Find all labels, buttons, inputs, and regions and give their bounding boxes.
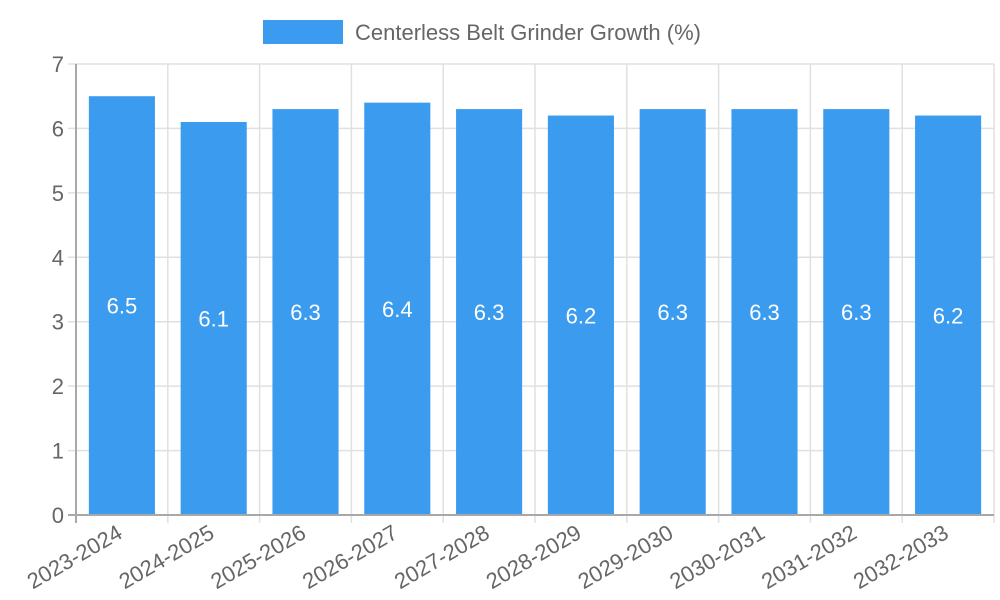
y-tick-label: 4 [52,245,64,270]
y-tick-label: 3 [52,310,64,335]
x-tick-label: 2030-2031 [665,520,769,594]
bar-group[interactable]: 6.3 [731,109,798,515]
x-tick-label: 2031-2032 [757,520,861,594]
bar-value-label: 6.3 [657,300,688,325]
bar-value-label: 6.2 [566,303,597,328]
bar-group[interactable]: 6.1 [180,121,247,515]
x-axis-ticks: 2023-20242024-20252025-20262026-20272027… [23,520,953,594]
x-tick-label: 2028-2029 [482,520,586,594]
bar[interactable] [364,102,431,516]
bar-value-label: 6.3 [749,300,780,325]
bar[interactable] [823,109,890,515]
bar[interactable] [456,109,523,515]
bar-group[interactable]: 6.2 [915,115,982,516]
bar-value-label: 6.3 [290,300,321,325]
x-tick-label: 2024-2025 [115,520,219,594]
legend[interactable]: Centerless Belt Grinder Growth (%) [263,20,701,45]
bar-value-label: 6.3 [474,300,505,325]
x-tick-label: 2027-2028 [390,520,494,594]
y-tick-label: 7 [52,52,64,77]
y-tick-label: 2 [52,374,64,399]
bar-value-label: 6.3 [841,300,872,325]
y-tick-label: 5 [52,181,64,206]
bar-value-label: 6.5 [107,294,138,319]
bar-group[interactable]: 6.3 [823,109,890,515]
bar[interactable] [272,109,339,515]
bar-value-label: 6.4 [382,297,413,322]
bar-group[interactable]: 6.2 [547,115,614,516]
bar-value-label: 6.2 [933,303,964,328]
bars: 6.5 6.1 6.3 6.4 6.3 6.2 6.3 6.3 6.3 6.2 [88,96,982,516]
x-tick-label: 2029-2030 [574,520,678,594]
axes [68,64,994,523]
x-tick-label: 2032-2033 [849,520,953,594]
bar-group[interactable]: 6.3 [272,109,339,515]
x-tick-label: 2023-2024 [23,520,127,594]
bar[interactable] [639,109,706,515]
bar[interactable] [180,121,247,515]
bar-value-label: 6.1 [198,306,229,331]
y-tick-label: 6 [52,116,64,141]
y-tick-label: 0 [52,503,64,528]
y-tick-label: 1 [52,439,64,464]
bar-group[interactable]: 6.3 [456,109,523,515]
legend-label: Centerless Belt Grinder Growth (%) [355,20,701,45]
y-axis-ticks: 0 1 2 3 4 5 6 7 [52,52,64,528]
bar[interactable] [88,96,155,515]
bar-group[interactable]: 6.5 [88,96,155,515]
bar-group[interactable]: 6.4 [364,102,431,516]
bar-group[interactable]: 6.3 [639,109,706,515]
bar[interactable] [547,115,614,516]
bar[interactable] [915,115,982,516]
x-tick-label: 2026-2027 [298,520,402,594]
x-tick-label: 2025-2026 [206,520,310,594]
bar[interactable] [731,109,798,515]
legend-swatch [263,20,343,44]
